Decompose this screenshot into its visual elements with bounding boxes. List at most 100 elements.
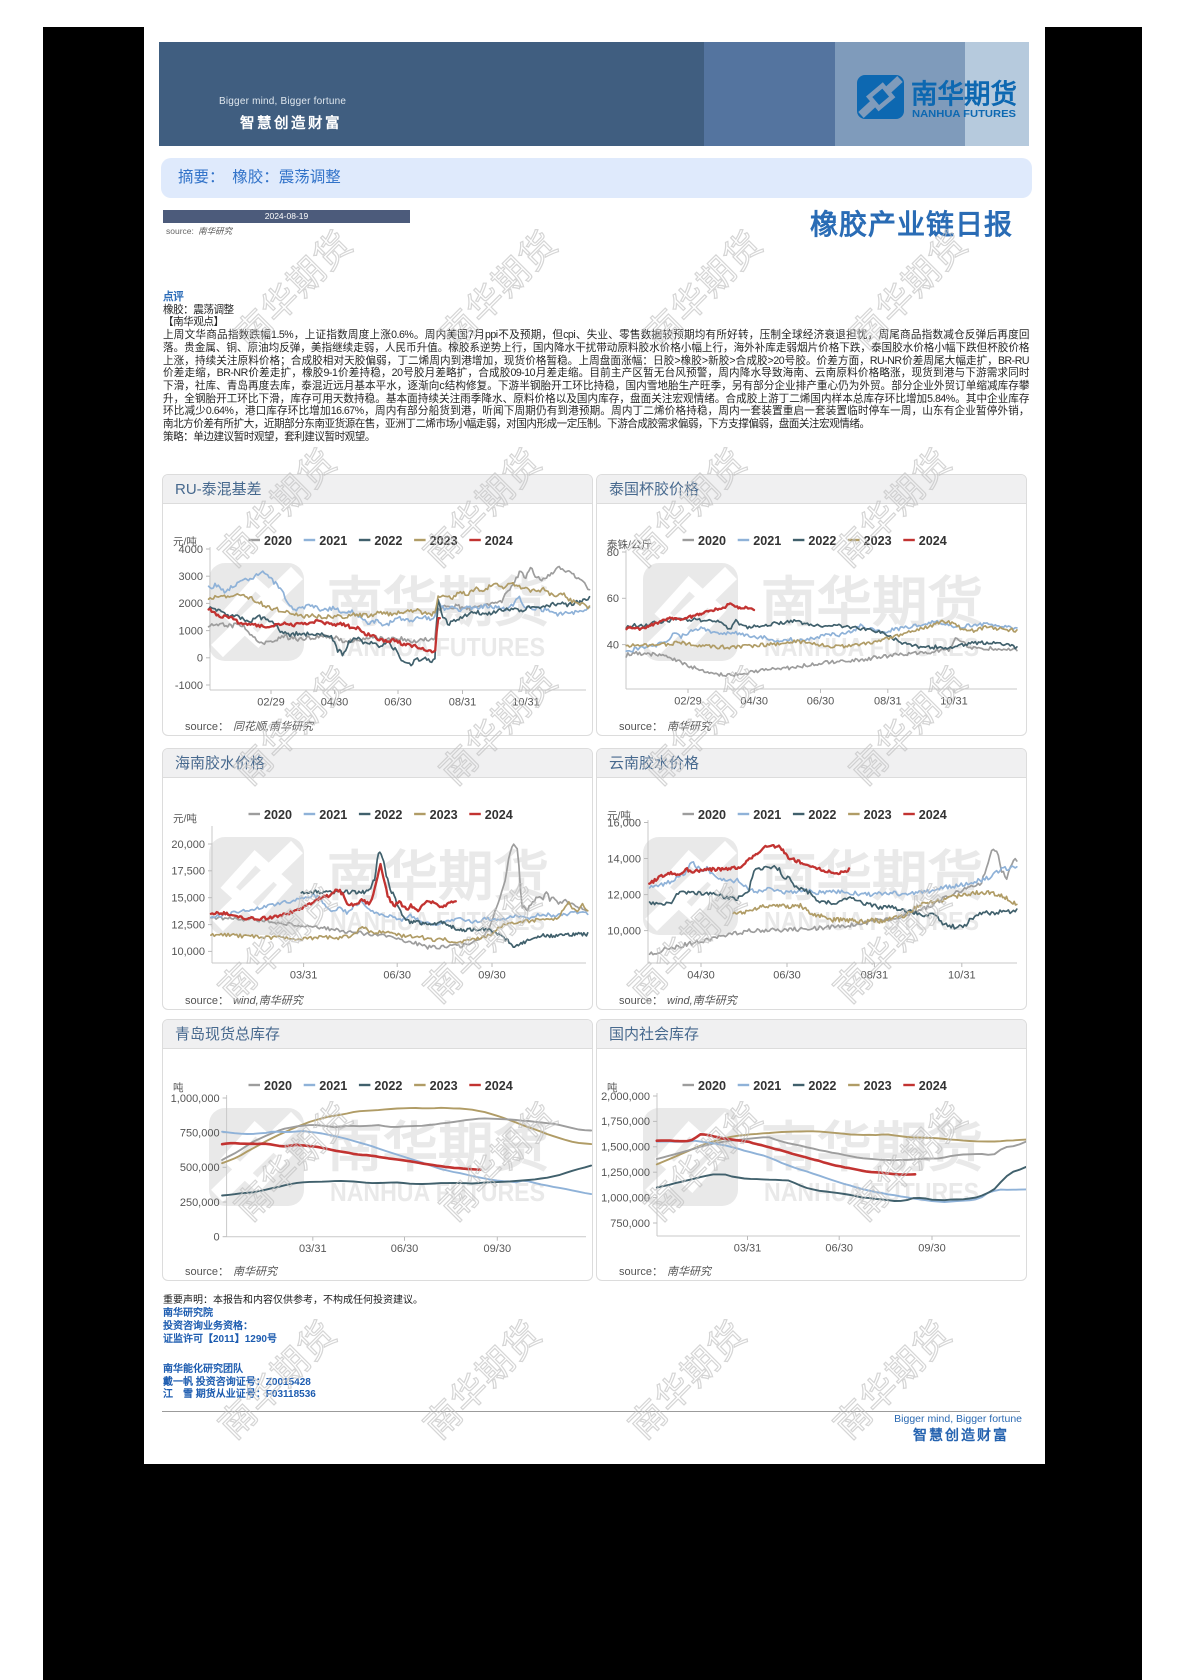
svg-text:09/30: 09/30 — [918, 1243, 946, 1255]
svg-text:2021: 2021 — [753, 808, 781, 822]
svg-text:06/30: 06/30 — [825, 1243, 853, 1255]
svg-text:南华期货: 南华期货 — [327, 847, 549, 907]
svg-text:source：wind,南华研究: source： wind,南华研究 — [619, 994, 739, 1007]
svg-text:source：南华研究: source： 南华研究 — [619, 720, 713, 733]
svg-text:1,000,000: 1,000,000 — [601, 1192, 650, 1204]
svg-text:南华期货: 南华期货 — [911, 79, 1017, 110]
svg-text:40: 40 — [607, 639, 619, 651]
svg-text:source：南华研究: source： 南华研究 — [185, 1265, 279, 1278]
svg-text:02/29: 02/29 — [674, 696, 702, 708]
svg-text:NANHUA FUTURES: NANHUA FUTURES — [764, 632, 979, 662]
svg-text:06/30: 06/30 — [391, 1243, 419, 1255]
svg-text:0: 0 — [197, 653, 203, 665]
svg-text:source：同花顺,南华研究: source： 同花顺,南华研究 — [185, 720, 315, 733]
svg-text:750,000: 750,000 — [180, 1128, 220, 1140]
svg-text:04/30: 04/30 — [687, 970, 715, 982]
svg-text:2021: 2021 — [753, 534, 781, 548]
svg-text:06/30: 06/30 — [807, 696, 835, 708]
svg-text:10/31: 10/31 — [948, 970, 976, 982]
svg-text:2022: 2022 — [808, 534, 836, 548]
svg-text:南华期货: 南华期货 — [761, 847, 983, 907]
svg-text:NANHUA FUTURES: NANHUA FUTURES — [330, 632, 545, 662]
svg-text:20,000: 20,000 — [171, 839, 205, 851]
svg-text:10/31: 10/31 — [512, 697, 540, 709]
svg-text:2024: 2024 — [485, 808, 513, 822]
svg-text:2,000,000: 2,000,000 — [601, 1091, 650, 1103]
svg-text:2020: 2020 — [264, 808, 292, 822]
svg-text:60: 60 — [607, 593, 619, 605]
svg-text:南华期货: 南华期货 — [761, 1118, 983, 1178]
svg-text:-1000: -1000 — [175, 680, 203, 692]
svg-text:2020: 2020 — [698, 1079, 726, 1093]
svg-text:750,000: 750,000 — [610, 1218, 650, 1230]
svg-text:09/30: 09/30 — [484, 1243, 512, 1255]
svg-text:2000: 2000 — [179, 598, 203, 610]
svg-text:08/31: 08/31 — [874, 696, 902, 708]
svg-text:04/30: 04/30 — [740, 696, 768, 708]
svg-text:source：南华研究: source： 南华研究 — [619, 1265, 713, 1278]
svg-text:4000: 4000 — [179, 544, 203, 556]
svg-text:250,000: 250,000 — [180, 1197, 220, 1209]
svg-text:1,250,000: 1,250,000 — [601, 1167, 650, 1179]
svg-text:500,000: 500,000 — [180, 1162, 220, 1174]
svg-text:2021: 2021 — [319, 808, 347, 822]
svg-text:2022: 2022 — [808, 1079, 836, 1093]
svg-text:2024: 2024 — [919, 534, 947, 548]
svg-text:16,000: 16,000 — [607, 817, 641, 829]
svg-text:09/30: 09/30 — [478, 970, 506, 982]
svg-text:17,500: 17,500 — [171, 866, 205, 878]
svg-text:10,000: 10,000 — [171, 946, 205, 958]
svg-text:2021: 2021 — [319, 534, 347, 548]
svg-text:2024: 2024 — [485, 1079, 513, 1093]
svg-text:08/31: 08/31 — [861, 970, 889, 982]
svg-text:2024: 2024 — [919, 808, 947, 822]
svg-text:2022: 2022 — [374, 534, 402, 548]
svg-text:2023: 2023 — [864, 1079, 892, 1093]
svg-text:2024: 2024 — [485, 534, 513, 548]
svg-text:2020: 2020 — [698, 534, 726, 548]
svg-text:1000: 1000 — [179, 625, 203, 637]
svg-text:06/30: 06/30 — [384, 697, 412, 709]
svg-text:元/吨: 元/吨 — [173, 535, 197, 548]
svg-text:12,000: 12,000 — [607, 889, 641, 901]
svg-text:80: 80 — [607, 547, 619, 559]
svg-text:泰铢/公斤: 泰铢/公斤 — [607, 538, 652, 551]
svg-text:1,750,000: 1,750,000 — [601, 1116, 650, 1128]
svg-text:2020: 2020 — [264, 534, 292, 548]
svg-text:2021: 2021 — [319, 1079, 347, 1093]
svg-text:NANHUA FUTURES: NANHUA FUTURES — [912, 108, 1016, 120]
svg-text:元/吨: 元/吨 — [607, 809, 631, 822]
svg-text:3000: 3000 — [179, 571, 203, 583]
svg-text:2022: 2022 — [374, 1079, 402, 1093]
svg-text:元/吨: 元/吨 — [173, 812, 197, 825]
svg-text:吨: 吨 — [607, 1081, 618, 1094]
svg-text:2024: 2024 — [919, 1079, 947, 1093]
svg-text:2023: 2023 — [430, 808, 458, 822]
svg-text:2022: 2022 — [374, 808, 402, 822]
svg-text:吨: 吨 — [173, 1081, 184, 1094]
svg-text:06/30: 06/30 — [773, 970, 801, 982]
svg-text:2020: 2020 — [698, 808, 726, 822]
svg-text:03/31: 03/31 — [734, 1243, 762, 1255]
svg-text:03/31: 03/31 — [290, 970, 318, 982]
svg-text:2023: 2023 — [430, 1079, 458, 1093]
svg-text:10,000: 10,000 — [607, 925, 641, 937]
svg-text:2023: 2023 — [430, 534, 458, 548]
svg-text:02/29: 02/29 — [257, 697, 285, 709]
svg-text:source：wind,南华研究: source： wind,南华研究 — [185, 994, 305, 1007]
svg-text:14,000: 14,000 — [607, 853, 641, 865]
svg-text:NANHUA FUTURES: NANHUA FUTURES — [330, 906, 545, 936]
svg-text:0: 0 — [213, 1232, 219, 1244]
svg-text:1,000,000: 1,000,000 — [171, 1093, 220, 1105]
svg-text:2021: 2021 — [753, 1079, 781, 1093]
svg-text:2023: 2023 — [864, 808, 892, 822]
svg-text:03/31: 03/31 — [299, 1243, 327, 1255]
svg-text:15,000: 15,000 — [171, 893, 205, 905]
svg-text:2023: 2023 — [864, 534, 892, 548]
svg-text:06/30: 06/30 — [383, 970, 411, 982]
svg-text:04/30: 04/30 — [321, 697, 349, 709]
svg-text:10/31: 10/31 — [940, 696, 968, 708]
svg-text:2022: 2022 — [808, 808, 836, 822]
svg-text:08/31: 08/31 — [449, 697, 477, 709]
svg-text:12,500: 12,500 — [171, 919, 205, 931]
